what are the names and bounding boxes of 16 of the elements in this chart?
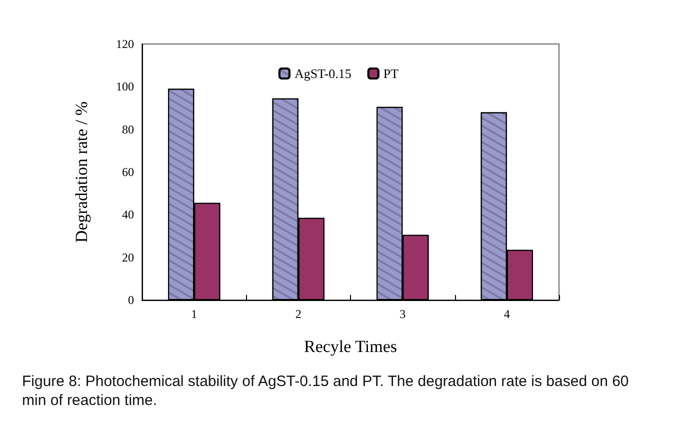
- x-tick-label: 3: [400, 307, 406, 321]
- y-tick-label: 0: [128, 293, 134, 307]
- x-tick-label: 1: [191, 307, 198, 321]
- legend-label: AgST-0.15: [294, 66, 352, 81]
- y-tick-label: 100: [116, 80, 134, 94]
- legend-label: PT: [383, 66, 399, 81]
- x-axis-title: Recyle Times: [304, 337, 398, 356]
- y-tick-label: 80: [122, 122, 134, 136]
- y-axis-title: Degradation rate / %: [72, 101, 91, 243]
- x-tick-label: 4: [504, 307, 510, 321]
- y-tick-label: 120: [116, 37, 134, 51]
- y-tick-label: 20: [122, 250, 134, 264]
- y-tick-label: 40: [122, 208, 134, 222]
- x-tick-label: 2: [295, 307, 302, 321]
- y-tick-label: 60: [122, 165, 134, 179]
- caption: Figure 8: Photochemical stability of AgST-0.15 and PT. The degradation rate is based on 60 min of reaction time.: [22, 372, 630, 410]
